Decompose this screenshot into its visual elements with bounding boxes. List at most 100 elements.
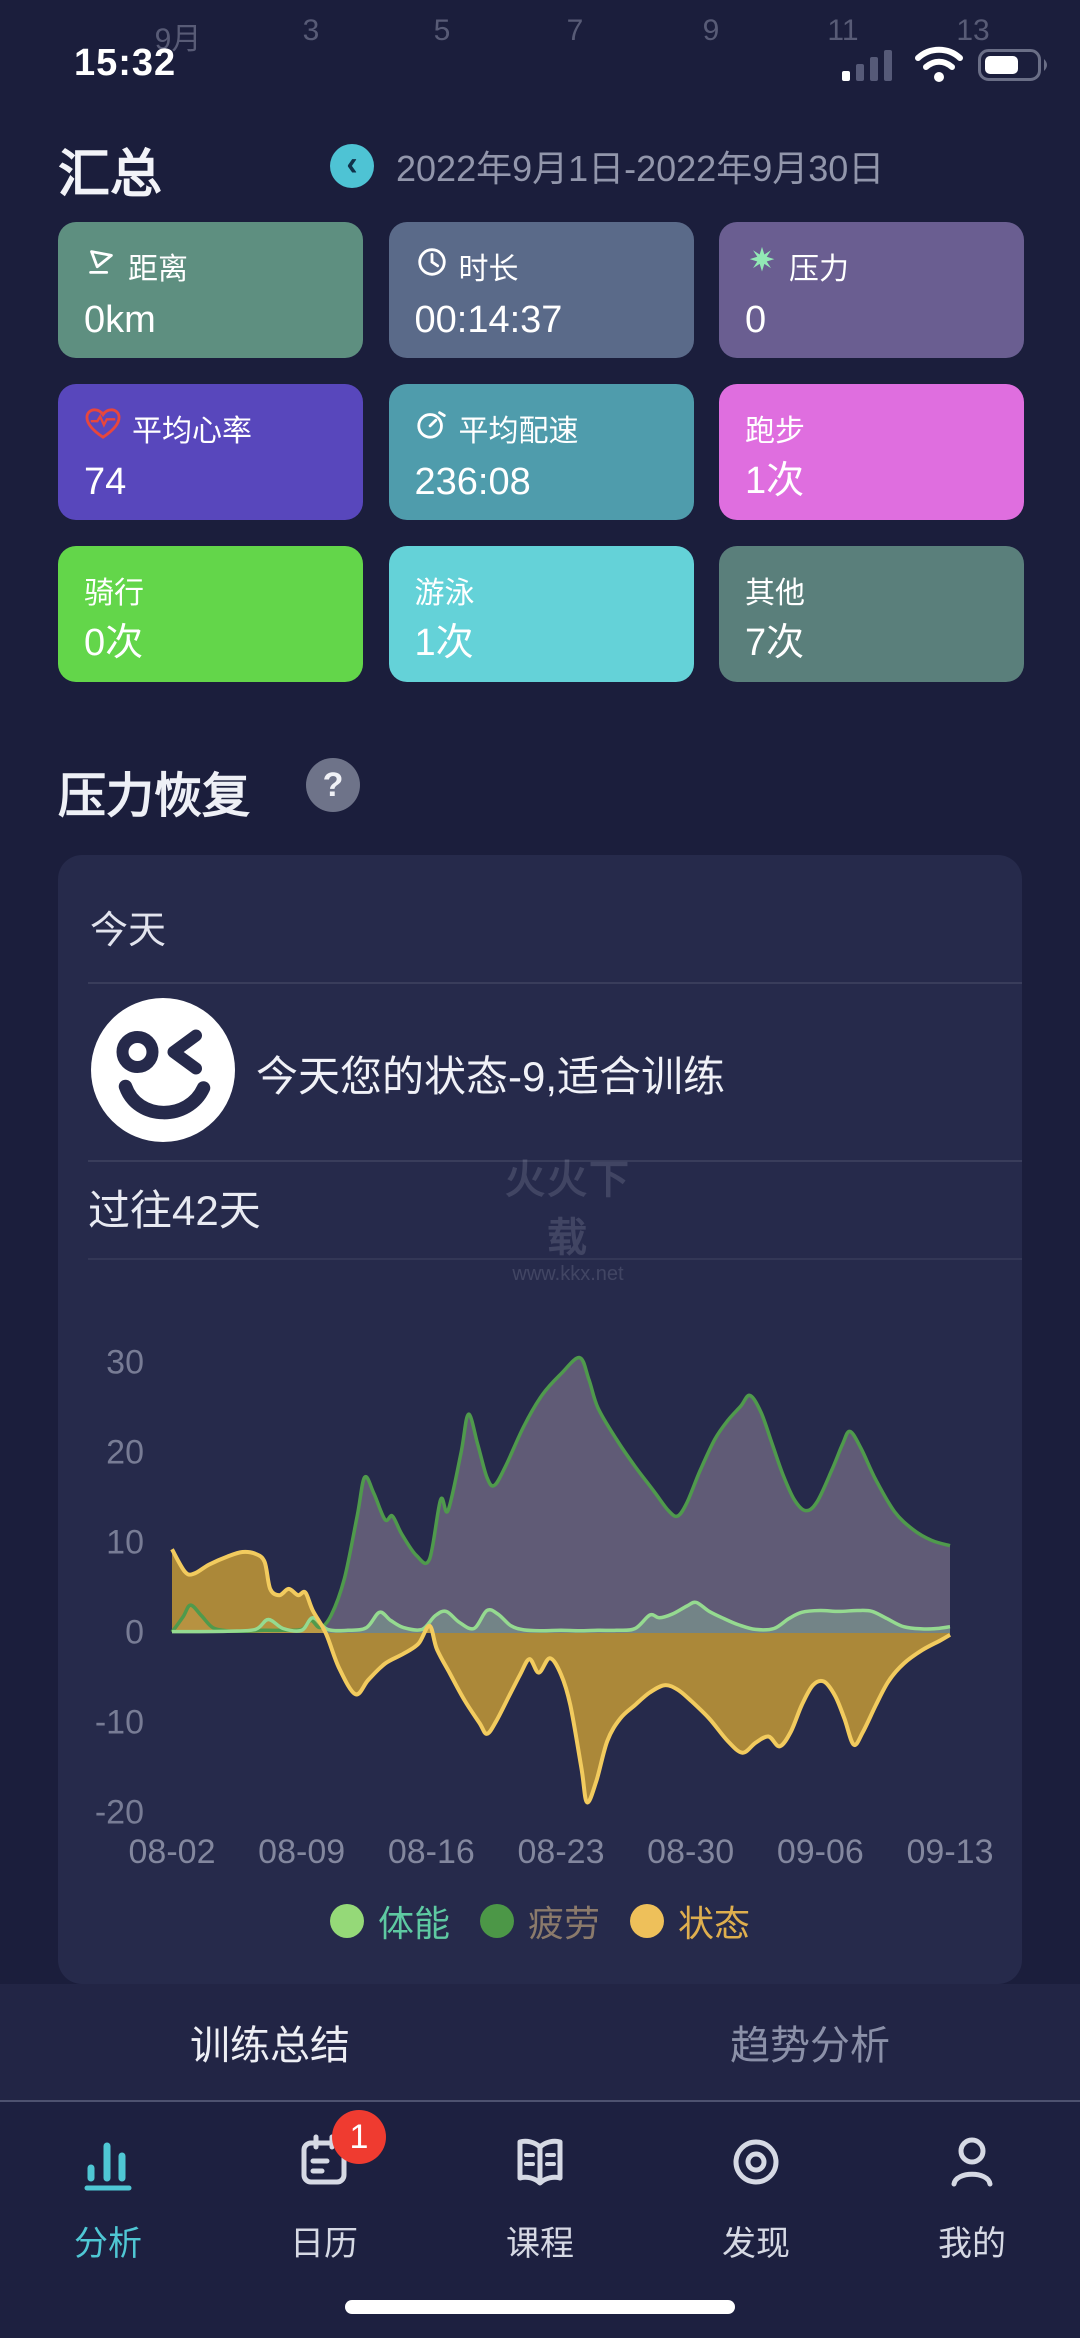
- y-tick-label: 20: [106, 1433, 144, 1472]
- stat-card-value: 0: [745, 299, 767, 341]
- help-icon[interactable]: ?: [306, 758, 360, 812]
- stat-card-label: 骑行: [84, 577, 144, 610]
- legend-item-体能[interactable]: 体能: [329, 1895, 450, 1947]
- divider: [88, 1160, 1022, 1162]
- stat-card-label: 平均心率: [132, 415, 252, 448]
- heart-icon: [84, 407, 122, 449]
- nav-item-发现[interactable]: 发现: [648, 2102, 864, 2338]
- stress-icon: [745, 245, 779, 287]
- stat-card-距离[interactable]: 距离 0km: [58, 222, 363, 358]
- x-tick-label: 08-23: [517, 1833, 605, 1871]
- today-label: 今天: [90, 910, 167, 952]
- ghost-date: 3: [302, 14, 320, 47]
- bar-chart-icon: [76, 2130, 140, 2194]
- stat-card-label: 距离: [128, 253, 188, 286]
- stat-card-value: 236:08: [414, 461, 531, 503]
- stat-card-label: 其他: [745, 577, 805, 610]
- ghost-date: 13: [956, 14, 990, 47]
- bottom-nav: 分析 1 日历 课程 发现 我的: [0, 2102, 1080, 2338]
- stat-card-label: 跑步: [745, 415, 805, 448]
- legend-item-状态[interactable]: 状态: [630, 1895, 750, 1947]
- series-fill-体能: [172, 1602, 950, 1633]
- stat-card-value: 0km: [84, 299, 156, 341]
- stat-card-value: 0次: [84, 622, 144, 664]
- series-line-体能: [171, 1600, 951, 1634]
- status-icons: [840, 46, 1052, 89]
- y-tick-label: 10: [106, 1523, 144, 1562]
- report-tabs: 训练总结 趋势分析: [0, 1984, 1080, 2102]
- nav-label: 分析: [74, 2225, 142, 2263]
- x-tick-label: 09-06: [776, 1833, 864, 1871]
- stat-card-时长[interactable]: 时长 00:14:37: [388, 222, 694, 358]
- legend-item-疲劳[interactable]: 疲劳: [479, 1895, 600, 1947]
- stat-card-label: 游泳: [414, 577, 475, 610]
- past-days-label: 过往42天: [88, 1187, 261, 1234]
- x-tick-label: 08-02: [128, 1833, 216, 1871]
- x-tick-label: 08-30: [647, 1833, 735, 1871]
- stat-card-label: 平均配速: [458, 415, 579, 448]
- pace-icon: [415, 407, 449, 449]
- stat-card-value: 1次: [414, 622, 474, 664]
- stress-recovery-chart[interactable]: [58, 1240, 1022, 1900]
- book-icon: [508, 2130, 572, 2194]
- signal-icon: [840, 47, 900, 88]
- chart-legend: 体能 疲劳 状态: [58, 1895, 1022, 1947]
- legend-label: 疲劳: [527, 1903, 600, 1944]
- battery-icon: [978, 47, 1052, 88]
- nav-label: 发现: [722, 2225, 790, 2263]
- stat-card-平均配速[interactable]: 平均配速 236:08: [388, 384, 694, 520]
- series-fill-疲劳: [172, 1357, 950, 1633]
- page-title: 汇总: [58, 146, 163, 204]
- stat-card-label: 压力: [789, 253, 849, 286]
- series-line-状态: [170, 1548, 952, 1805]
- stat-card-平均心率[interactable]: 平均心率 74: [58, 384, 363, 520]
- today-status-text: 今天您的状态-9,适合训练: [256, 1053, 726, 1100]
- stress-recovery-card: 今天 今天您的状态-9,适合训练 过往42天 火火下载 www.kkx.net …: [58, 855, 1022, 1984]
- series-line-疲劳: [170, 1355, 951, 1634]
- chevron-left-icon[interactable]: ‹: [330, 144, 374, 188]
- nav-item-课程[interactable]: 课程: [432, 2102, 648, 2338]
- ghost-date: 7: [566, 14, 584, 47]
- legend-dot-icon: [630, 1904, 664, 1938]
- ghost-date: 9: [702, 14, 720, 47]
- y-tick-label: 0: [125, 1613, 144, 1652]
- y-tick-label: 30: [106, 1343, 144, 1382]
- person-icon: [940, 2130, 1004, 2194]
- nav-label: 课程: [506, 2225, 574, 2263]
- nav-item-我的[interactable]: 我的: [864, 2102, 1080, 2338]
- tab-趋势分析[interactable]: 趋势分析: [730, 2024, 890, 2068]
- ghost-date: 11: [827, 14, 859, 47]
- legend-dot-icon: [479, 1904, 514, 1938]
- date-range-label: 2022年9月1日-2022年9月30日: [396, 148, 885, 189]
- tab-训练总结[interactable]: 训练总结: [190, 2024, 350, 2068]
- stat-card-value: 7次: [745, 622, 805, 664]
- stat-card-value: 74: [84, 461, 127, 503]
- nav-label: 我的: [938, 2225, 1006, 2263]
- y-tick-label: -20: [94, 1793, 144, 1832]
- distance-icon: [84, 245, 118, 287]
- legend-label: 状态: [678, 1903, 751, 1944]
- stat-card-其他[interactable]: 其他 7次: [719, 546, 1024, 682]
- stat-card-value: 1次: [745, 460, 805, 502]
- discover-icon: [724, 2130, 788, 2194]
- nav-item-日历[interactable]: 1 日历: [216, 2102, 432, 2338]
- legend-label: 体能: [377, 1903, 450, 1944]
- status-time: 15:32: [74, 42, 177, 84]
- calendar-icon: 1: [292, 2110, 386, 2194]
- home-indicator[interactable]: [345, 2300, 735, 2314]
- x-tick-label: 08-09: [258, 1833, 346, 1871]
- nav-item-分析[interactable]: 分析: [0, 2102, 216, 2338]
- stat-card-游泳[interactable]: 游泳 1次: [388, 546, 694, 682]
- series-fill-状态: [172, 1549, 950, 1803]
- stat-card-压力[interactable]: 压力 0: [719, 222, 1024, 358]
- section-title: 压力恢复: [58, 770, 251, 823]
- ghost-date: 9月: [154, 23, 202, 56]
- stat-card-骑行[interactable]: 骑行 0次: [58, 546, 363, 682]
- x-tick-label: 09-13: [906, 1833, 994, 1871]
- stat-card-label: 时长: [458, 253, 519, 286]
- date-range-picker[interactable]: ‹ 2022年9月1日-2022年9月30日: [330, 140, 884, 192]
- legend-dot-icon: [329, 1904, 364, 1938]
- x-tick-label: 08-16: [387, 1833, 475, 1871]
- stat-card-跑步[interactable]: 跑步 1次: [719, 384, 1024, 520]
